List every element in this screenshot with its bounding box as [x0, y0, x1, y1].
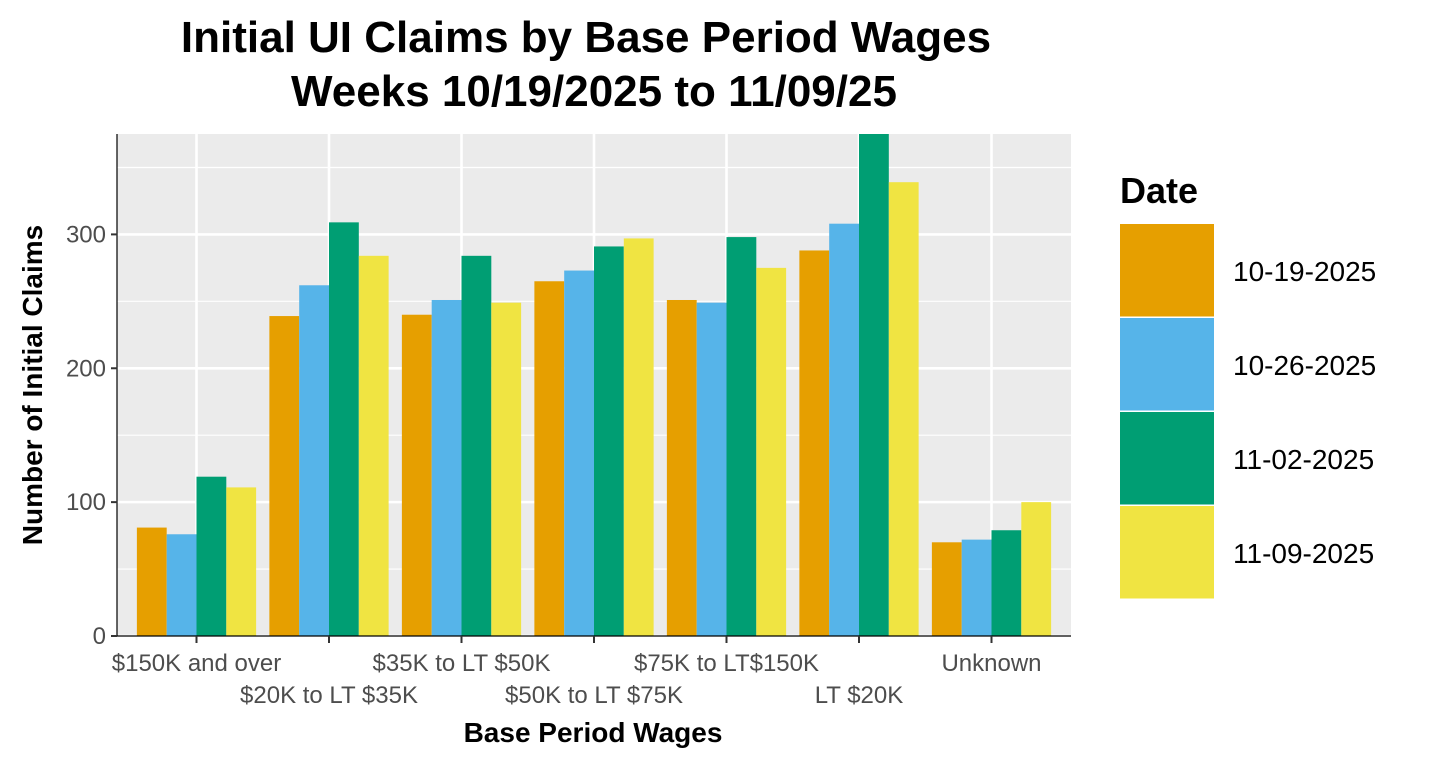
x-tick-label: Unknown: [941, 650, 1041, 677]
bar: [726, 237, 757, 636]
legend-key: [1120, 506, 1214, 599]
x-tick-label: $20K to LT $35K: [240, 682, 418, 709]
bar: [1021, 502, 1052, 636]
bar: [756, 267, 787, 636]
bar: [461, 255, 492, 636]
bar: [961, 539, 992, 636]
bar: [299, 285, 329, 636]
x-tick-label: $35K to LT $50K: [373, 650, 551, 677]
bar: [166, 534, 197, 636]
bar: [196, 476, 227, 636]
bar: [991, 530, 1022, 636]
bar: [358, 255, 389, 636]
bar: [859, 134, 889, 636]
bar: [931, 542, 962, 636]
bar: [666, 299, 697, 636]
x-tick-label: LT $20K: [815, 682, 904, 709]
bar: [136, 527, 167, 636]
legend-label: 11-02-2025: [1233, 444, 1374, 475]
bar: [534, 281, 565, 636]
bar: [564, 270, 594, 636]
bar: [431, 299, 462, 636]
x-tick-label: $150K and over: [112, 650, 281, 677]
y-axis-title: Number of Initial Claims: [17, 225, 48, 546]
y-tick-label: 300: [66, 221, 106, 248]
bar: [594, 246, 624, 636]
chart-subtitle: Weeks 10/19/2025 to 11/09/25: [291, 67, 897, 116]
bar: [269, 316, 300, 636]
bar: [696, 302, 727, 636]
bar: [226, 487, 257, 636]
bars: [136, 134, 1052, 637]
bar: [888, 182, 919, 636]
legend-key: [1120, 224, 1214, 317]
bar: [799, 250, 830, 637]
y-tick-label: 0: [93, 623, 106, 650]
chart-title: Initial UI Claims by Base Period Wages: [181, 13, 991, 62]
x-tick-label: $50K to LT $75K: [505, 682, 683, 709]
y-axis-ticks: 0 100 200 300: [66, 221, 117, 650]
legend: Date 10-19-2025 10-26-2025 11-02-2025 11-09…: [1120, 170, 1376, 599]
legend-label: 10-26-2025: [1233, 350, 1376, 381]
legend-items: 10-19-2025 10-26-2025 11-02-2025 11-09-2025: [1120, 224, 1376, 599]
bar: [829, 223, 859, 636]
plot-area: [117, 134, 1071, 638]
legend-key: [1120, 412, 1214, 505]
legend-title: Date: [1120, 170, 1198, 211]
bar: [623, 238, 654, 636]
bar: [491, 302, 522, 636]
x-axis-ticks: $150K and over $20K to LT $35K $35K to LT …: [112, 636, 1042, 709]
x-axis-title: Base Period Wages: [464, 717, 723, 748]
y-tick-label: 200: [66, 355, 106, 382]
legend-key: [1120, 318, 1214, 411]
legend-label: 10-19-2025: [1233, 256, 1376, 287]
bar: [329, 222, 359, 637]
bar: [401, 314, 432, 636]
y-tick-label: 100: [66, 489, 106, 516]
x-tick-label: $75K to LT$150K: [634, 650, 819, 677]
legend-label: 11-09-2025: [1233, 538, 1374, 569]
